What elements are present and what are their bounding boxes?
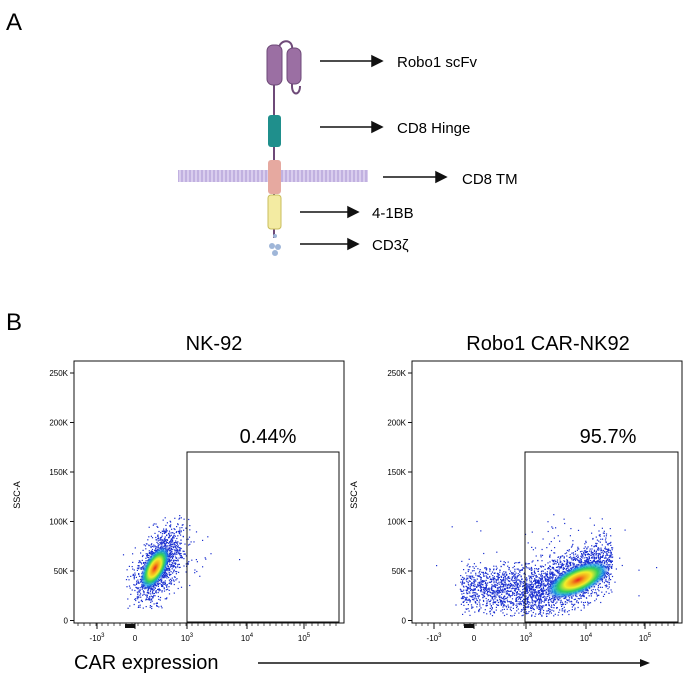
scfv-domain — [266, 40, 302, 95]
x-tick-label: -103 — [90, 633, 106, 643]
gate-percent-nk92: 0.44% — [240, 426, 297, 448]
y-tick-label: 50K — [54, 567, 69, 576]
x-tick-label: 105 — [639, 633, 652, 643]
car-positive-gate — [186, 451, 340, 623]
scfv-light — [286, 47, 302, 85]
cell-population — [122, 515, 241, 610]
x-tick-label: 104 — [241, 633, 254, 643]
flow-plot-nk92: NK-92 SSC-A 250K 200K 150K 100K 50K 0 -103 0 10… — [12, 333, 345, 643]
y-tick-label: 100K — [387, 518, 406, 527]
density-core — [546, 561, 610, 599]
y-tick-label: 200K — [49, 419, 68, 428]
label-4-1bb: 4-1BB — [372, 205, 414, 222]
y-tick-label: 50K — [392, 567, 407, 576]
y-tick-label: 100K — [49, 518, 68, 527]
scfv-heavy — [266, 44, 283, 86]
4-1bb-domain — [267, 194, 282, 230]
y-tick-label: 200K — [387, 419, 406, 428]
y-axis-title: SSC-A — [349, 481, 359, 509]
x-tick-label: 104 — [580, 633, 593, 643]
y-tick-label: 250K — [49, 369, 68, 378]
plot-frame — [411, 360, 683, 624]
cd3z-domain — [269, 234, 281, 256]
x-tick-label: 103 — [520, 633, 533, 643]
x-ticks: -103 0 103 104 105 — [415, 623, 675, 643]
y-tick-label: 150K — [387, 468, 406, 477]
car-positive-gate — [524, 451, 679, 623]
y-tick-label: 250K — [387, 369, 406, 378]
x-tick-label: 105 — [298, 633, 311, 643]
cd8-hinge-domain — [268, 115, 281, 147]
y-ticks: 250K 200K 150K 100K 50K 0 — [49, 369, 74, 626]
panel-a-label: A — [6, 9, 22, 36]
label-cd8-hinge: CD8 Hinge — [397, 120, 470, 137]
label-robo1-scfv: Robo1 scFv — [397, 54, 478, 71]
plot-title-nk92: NK-92 — [186, 333, 243, 355]
panel-b-label: B — [6, 309, 22, 336]
x-axis-arrowhead — [640, 659, 650, 667]
x-axis-label: CAR expression — [74, 652, 219, 674]
x-tick-label: 0 — [133, 634, 138, 643]
flow-plot-car-nk92: Robo1 CAR-NK92 SSC-A 250K 200K 150K 100K 50K… — [349, 333, 683, 643]
plot-title-car-nk92: Robo1 CAR-NK92 — [466, 333, 629, 355]
x-tick-label: 103 — [181, 633, 194, 643]
cd8-tm-domain — [268, 160, 281, 194]
cell-population — [436, 514, 658, 617]
y-axis-title: SSC-A — [12, 481, 22, 509]
y-ticks: 250K 200K 150K 100K 50K 0 — [387, 369, 412, 626]
gate-percent-car-nk92: 95.7% — [580, 426, 637, 448]
label-cd3z: CD3ζ — [372, 237, 409, 254]
x-tick-label: -103 — [427, 633, 443, 643]
label-cd8-tm: CD8 TM — [462, 171, 518, 188]
y-tick-label: 0 — [64, 617, 69, 626]
y-tick-label: 0 — [402, 617, 407, 626]
x-ticks: -103 0 103 104 105 — [77, 623, 337, 643]
plot-frame — [73, 360, 345, 624]
density-core — [140, 546, 170, 590]
x-tick-label: 0 — [472, 634, 477, 643]
y-tick-label: 150K — [49, 468, 68, 477]
